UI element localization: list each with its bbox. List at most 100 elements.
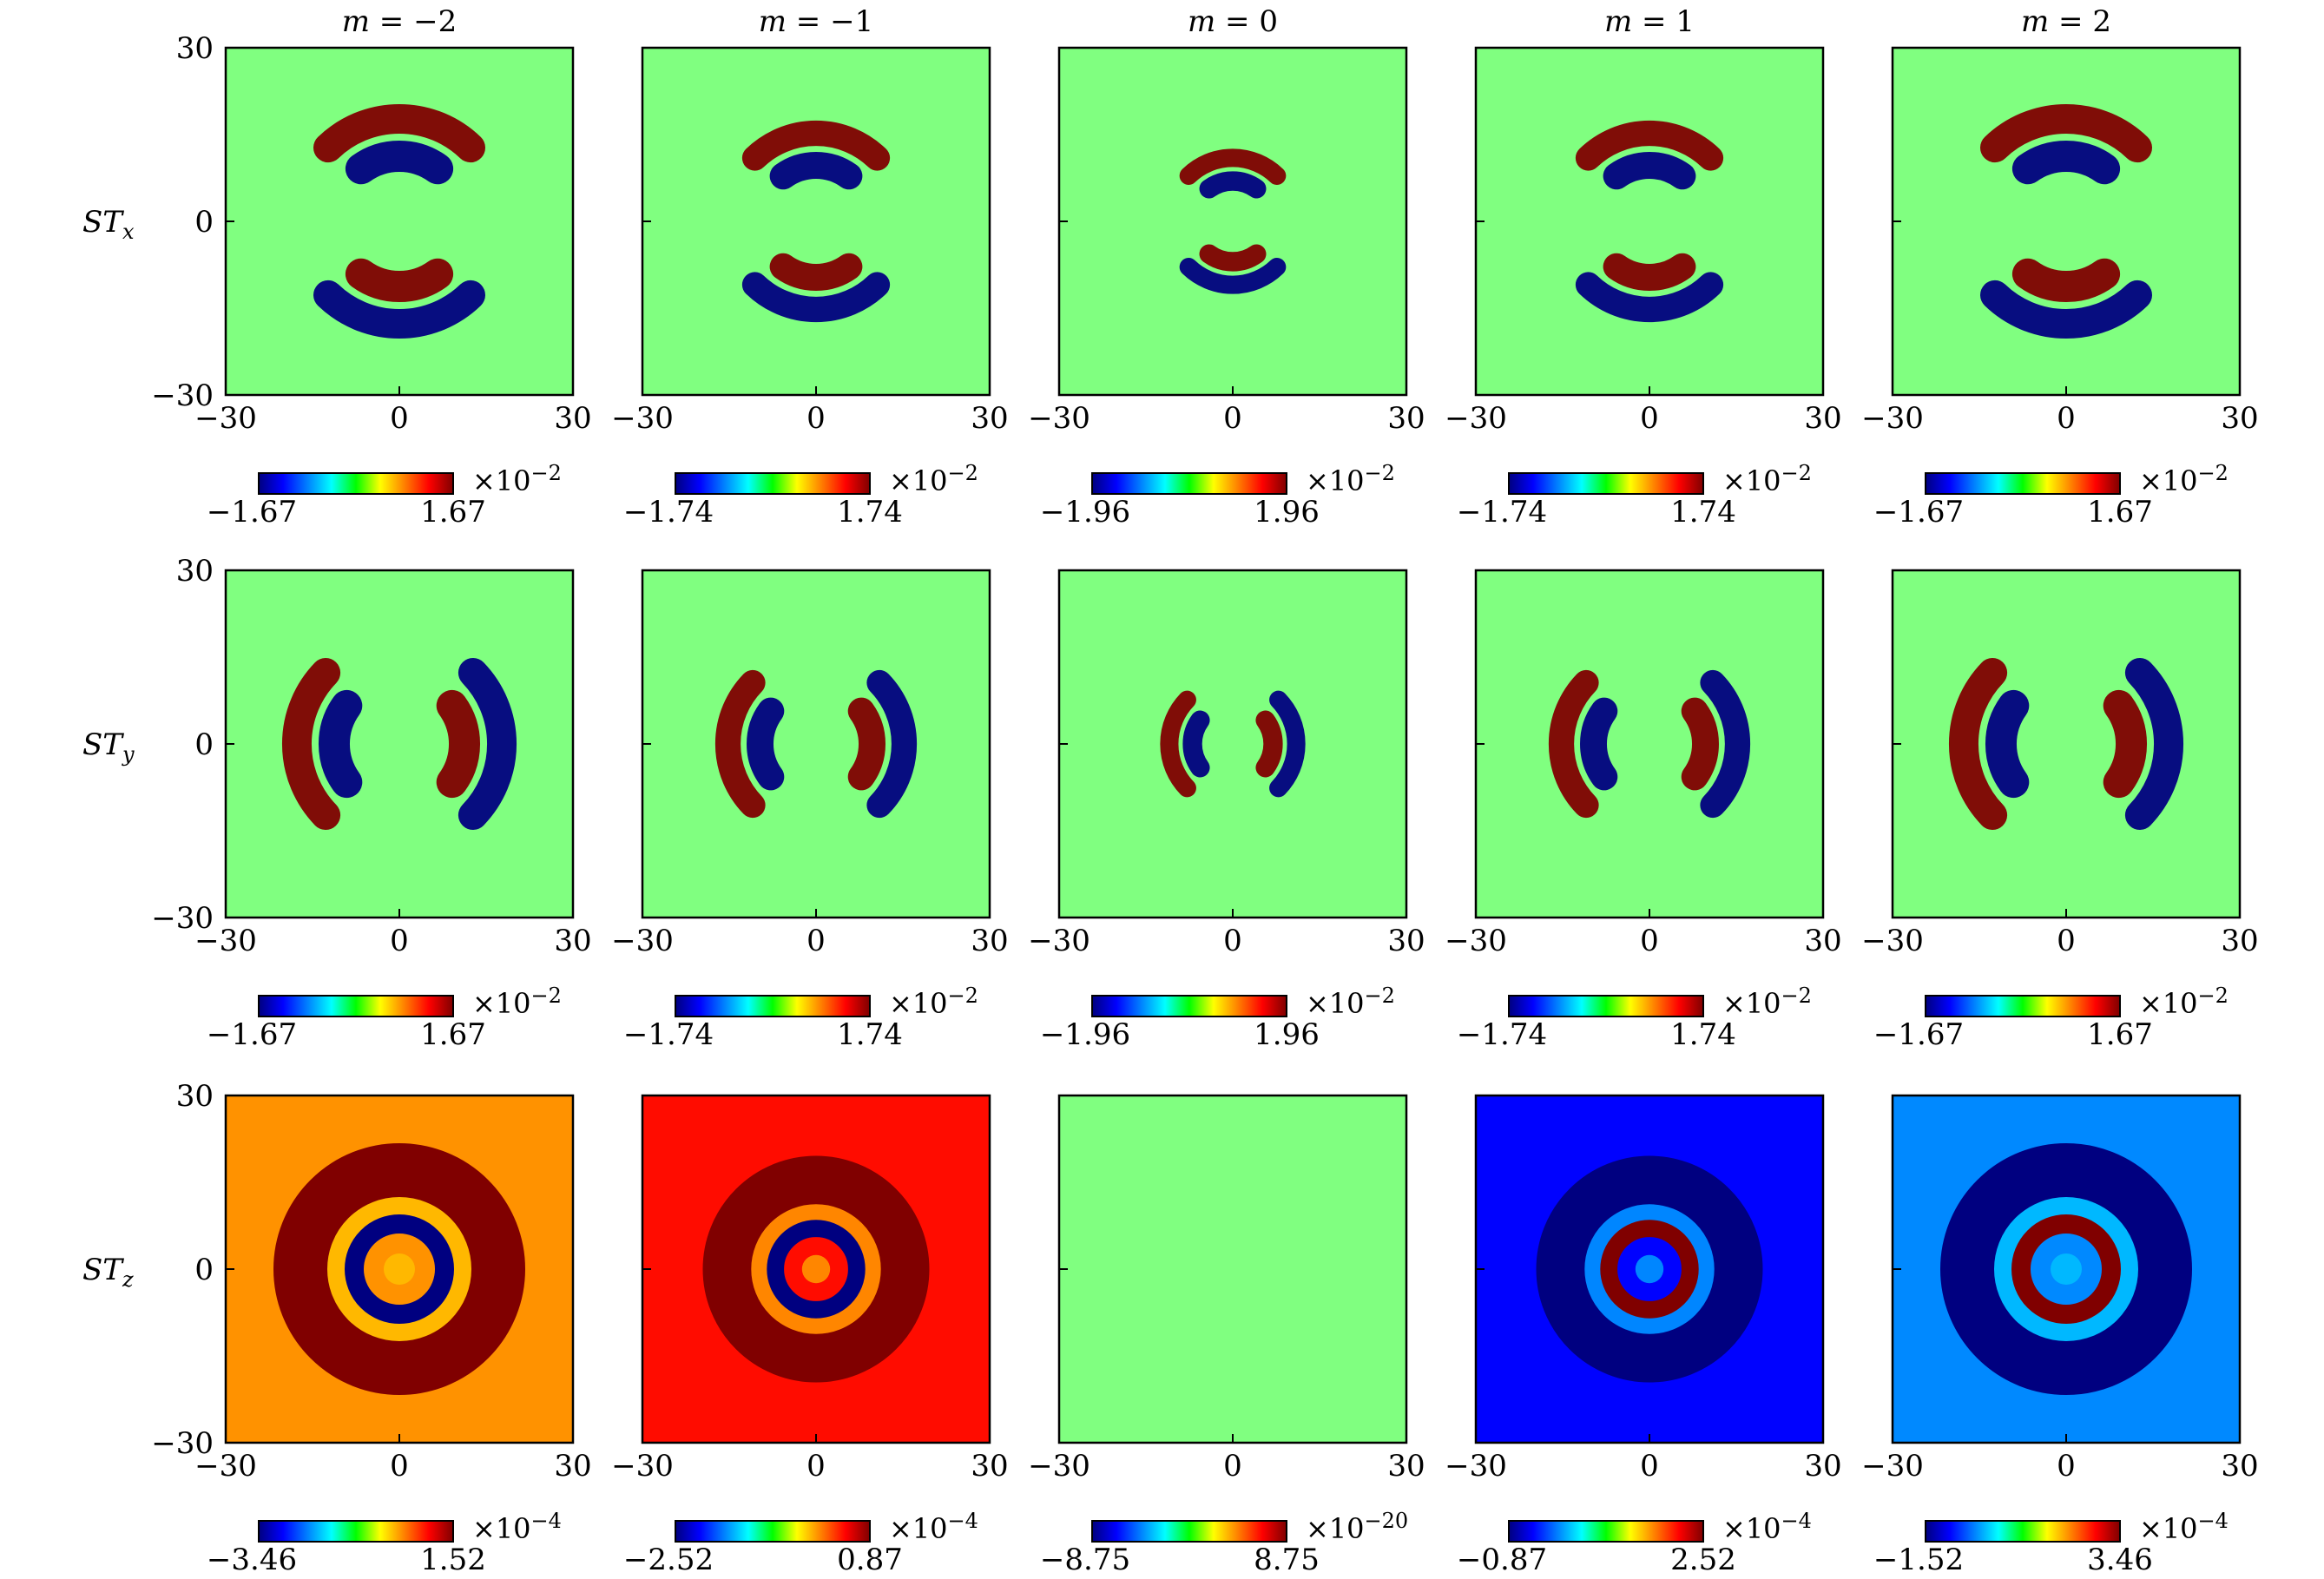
column-title: m = 2 xyxy=(2021,4,2111,39)
field-background xyxy=(1059,570,1406,918)
field-lobe xyxy=(2103,689,2148,799)
field-lobe xyxy=(282,658,341,830)
colorbar-min-label: −1.96 xyxy=(1040,1017,1130,1052)
field-background xyxy=(1476,48,1823,395)
field-lobe xyxy=(1179,148,1287,185)
field-lobe xyxy=(313,104,485,163)
colorbar-max-label: 1.74 xyxy=(1670,495,1736,530)
field-lobe xyxy=(436,689,481,799)
heatmap-panel: −30 0 30 −1.52 3.46×10−4 xyxy=(1861,1094,2259,1577)
x-tick-label: −30 xyxy=(1028,401,1090,436)
colorbar-max-label: 1.67 xyxy=(2087,1017,2153,1052)
x-tick-label: 30 xyxy=(2221,401,2258,436)
field-lobe xyxy=(769,152,863,190)
field-lobe xyxy=(741,120,891,171)
colorbar-min-label: −1.67 xyxy=(207,1017,297,1052)
y-tick-label: 0 xyxy=(194,1253,214,1287)
colorbar-gradient xyxy=(1925,472,2121,495)
field-ring xyxy=(751,1204,881,1334)
field-lobe xyxy=(1700,669,1751,819)
x-tick-label: 0 xyxy=(1640,1449,1659,1484)
colorbar-gradient xyxy=(258,995,454,1017)
heatmap-field xyxy=(1059,1095,1406,1443)
field-core xyxy=(1635,1254,1664,1284)
x-tick-label: 30 xyxy=(971,924,1008,958)
colorbar-max-label: 1.96 xyxy=(1254,1017,1320,1052)
column-title: m = −1 xyxy=(759,4,873,39)
x-tick-label: 0 xyxy=(1223,1449,1242,1484)
colorbar-gradient xyxy=(1091,472,1287,495)
heatmap-field xyxy=(1476,570,1823,918)
colorbar-gradient xyxy=(675,1520,871,1543)
x-tick-label: 30 xyxy=(1387,401,1425,436)
field-ring xyxy=(1536,1155,1763,1383)
field-lobe xyxy=(1603,152,1696,190)
colorbar-max-label: 1.74 xyxy=(1670,1017,1736,1052)
colorbar: −1.74 1.74×10−2 xyxy=(623,984,978,1052)
colorbar-exponent: ×10−2 xyxy=(889,984,978,1020)
x-tick-label: −30 xyxy=(194,401,257,436)
row-label: STx xyxy=(82,205,135,244)
x-tick-label: −30 xyxy=(1861,401,1924,436)
field-lobe xyxy=(1269,690,1306,798)
colorbar: −1.74 1.74×10−2 xyxy=(623,461,978,530)
row-label: STy xyxy=(82,727,135,766)
heatmap-field xyxy=(1893,1095,2240,1443)
field-core xyxy=(384,1253,415,1285)
heatmap-panel: −30 0 30 −1.74 1.74×10−2 xyxy=(611,46,1009,530)
field-lobe xyxy=(1575,272,1724,323)
field-background xyxy=(1893,570,2240,918)
x-tick-label: 30 xyxy=(971,1449,1008,1484)
field-lobe xyxy=(1985,689,2030,799)
colorbar-gradient xyxy=(675,472,871,495)
colorbar-min-label: −1.74 xyxy=(623,1017,714,1052)
colorbar-max-label: 2.52 xyxy=(1670,1543,1736,1577)
field-core xyxy=(801,1254,831,1284)
field-lobe xyxy=(741,272,891,323)
field-background xyxy=(226,570,573,918)
colorbar-gradient xyxy=(1091,995,1287,1017)
colorbar-exponent: ×10−20 xyxy=(1306,1509,1408,1545)
field-ring xyxy=(2011,1214,2121,1324)
colorbar: −1.96 1.96×10−2 xyxy=(1040,984,1395,1052)
field-ring xyxy=(273,1143,525,1395)
field-lobe xyxy=(345,258,454,303)
colorbar-max-label: 1.67 xyxy=(2087,495,2153,530)
x-tick-label: −30 xyxy=(1861,1449,1924,1484)
colorbar-exponent: ×10−2 xyxy=(1722,461,1812,497)
field-ring xyxy=(345,1214,454,1324)
field-lobe xyxy=(1255,710,1283,778)
colorbar-min-label: −1.67 xyxy=(1873,495,1964,530)
heatmap-field xyxy=(1476,1095,1823,1443)
colorbar-max-label: 8.75 xyxy=(1254,1543,1320,1577)
field-background xyxy=(1893,48,2240,395)
column-title: m = 0 xyxy=(1188,4,1278,39)
x-tick-label: 30 xyxy=(2221,1449,2258,1484)
colorbar-gradient xyxy=(1091,1520,1287,1543)
colorbar-gradient xyxy=(258,1520,454,1543)
x-tick-label: 30 xyxy=(971,401,1008,436)
colorbar-max-label: 3.46 xyxy=(2087,1543,2153,1577)
field-ring xyxy=(1940,1143,2192,1395)
heatmap-field xyxy=(642,570,990,918)
colorbar-max-label: 1.74 xyxy=(837,1017,903,1052)
field-lobe xyxy=(847,697,885,791)
field-background xyxy=(1059,1095,1406,1443)
heatmap-panel: −30 0 30 −1.74 1.74×10−2 xyxy=(611,569,1009,1052)
heatmap-panel: −30 0 30 30 0 −30 −3.46 1.52×10−4 xyxy=(151,1079,591,1577)
colorbar-exponent: ×10−2 xyxy=(2139,461,2229,497)
colorbar: −1.52 3.46×10−4 xyxy=(1873,1509,2229,1577)
field-background xyxy=(1476,570,1823,918)
colorbar-max-label: 0.87 xyxy=(837,1543,903,1577)
field-lobe xyxy=(2124,658,2183,830)
colorbar-exponent: ×10−4 xyxy=(1722,1509,1812,1545)
field-lobe xyxy=(1603,253,1696,291)
x-tick-label: 0 xyxy=(806,401,826,436)
colorbar-max-label: 1.74 xyxy=(837,495,903,530)
colorbar-min-label: −0.87 xyxy=(1457,1543,1547,1577)
column-title-text: m = 1 xyxy=(1604,4,1695,39)
heatmap-field xyxy=(1059,48,1406,395)
colorbar: −3.46 1.52×10−4 xyxy=(207,1509,562,1577)
field-lobe xyxy=(2011,140,2121,185)
